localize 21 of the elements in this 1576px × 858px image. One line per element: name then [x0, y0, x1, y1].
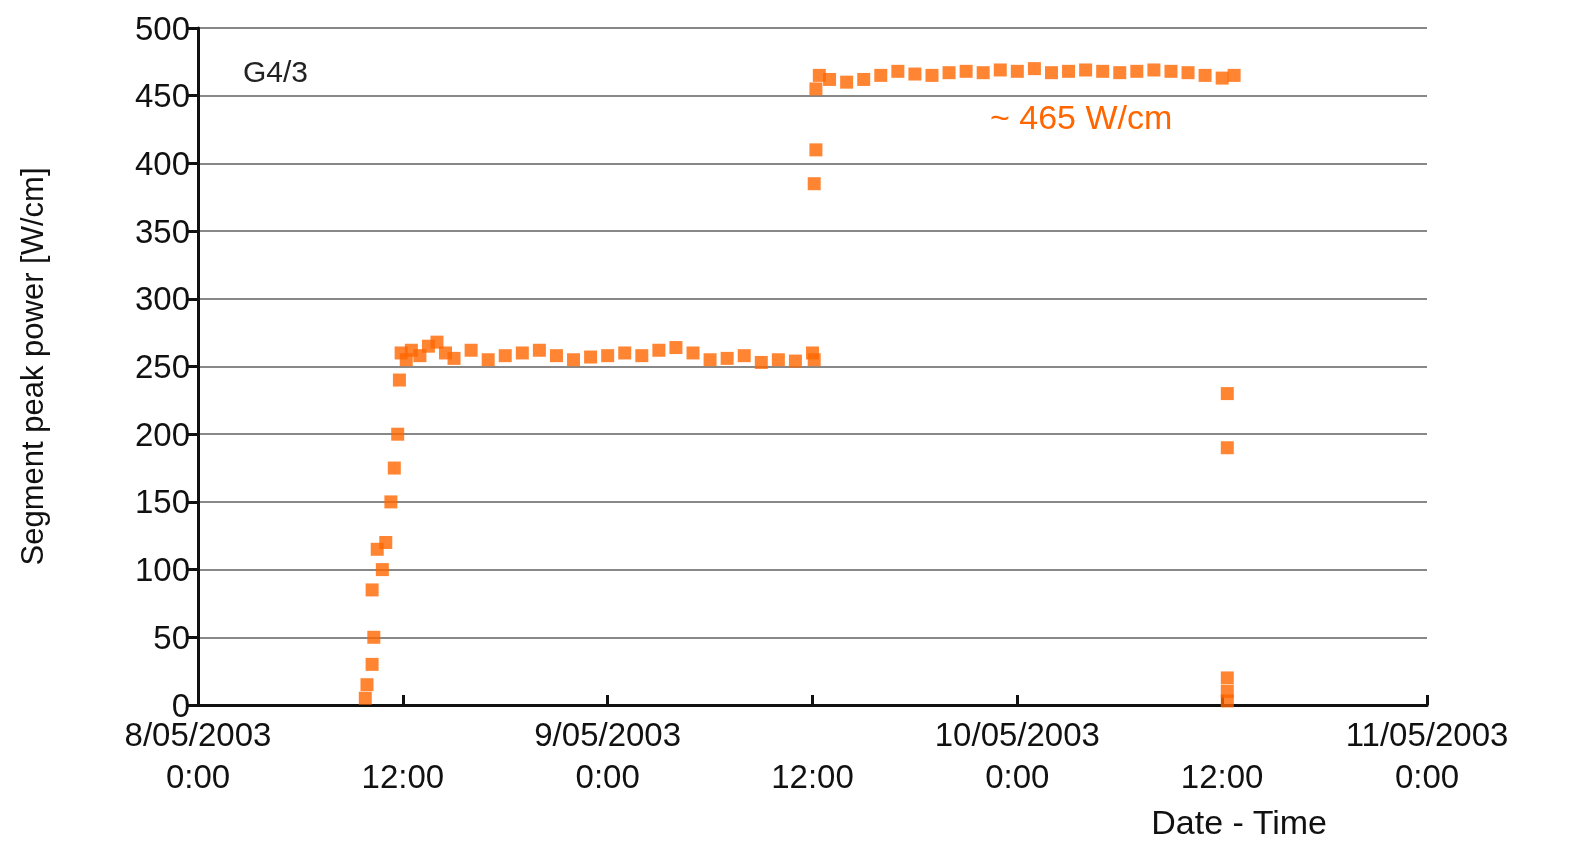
y-tick-label: 300 — [134, 280, 190, 318]
y-tick-label: 100 — [134, 551, 190, 589]
y-tick-label: 350 — [134, 212, 190, 250]
y-tick-label: 250 — [134, 348, 190, 385]
annotation: G4/3 — [243, 54, 309, 88]
y-tick-label: 200 — [134, 415, 190, 453]
y-tick-label: 50 — [153, 618, 190, 656]
y-tick-label: 0 — [171, 686, 190, 724]
y-tick-label: 450 — [134, 77, 190, 115]
y-tick-label: 500 — [134, 9, 190, 47]
y-tick-label: 150 — [134, 483, 190, 521]
x-tick-label: 11/05/2003 0:00 — [1345, 715, 1509, 795]
x-tick-label: 10/05/2003 0:00 — [934, 715, 1100, 795]
x-tick-label: 12:00 — [1180, 757, 1264, 795]
x-axis-title: Date - Time — [1151, 803, 1327, 841]
y-tick-label: 400 — [134, 144, 190, 182]
x-tick-label: 12:00 — [361, 757, 445, 795]
x-tick-label: 9/05/2003 0:00 — [534, 715, 682, 795]
x-tick-label: 12:00 — [771, 757, 854, 795]
y-axis-title: Segment peak power [W/cm] — [15, 167, 50, 566]
annotation: ~ 465 W/cm — [990, 98, 1173, 136]
